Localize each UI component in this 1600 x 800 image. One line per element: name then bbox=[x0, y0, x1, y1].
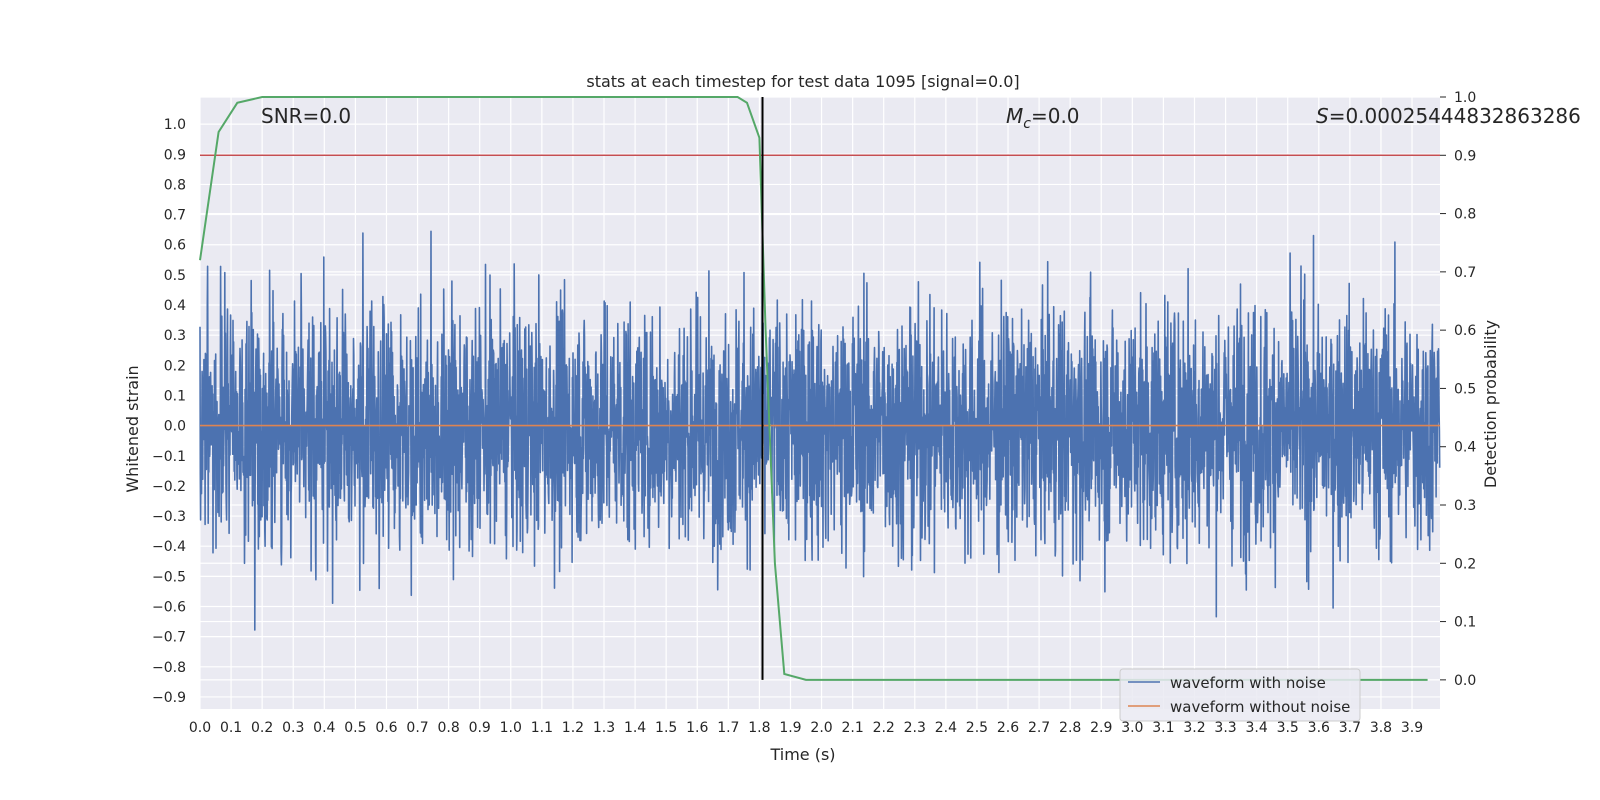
x-tick-label-7: 0.7 bbox=[406, 720, 428, 736]
x-tick-label-37: 3.7 bbox=[1339, 720, 1361, 736]
y2-tick-label-8: 0.2 bbox=[1454, 556, 1476, 572]
x-tick-label-3: 0.3 bbox=[282, 720, 304, 736]
x-tick-label-17: 1.7 bbox=[717, 720, 739, 736]
x-tick-label-2: 0.2 bbox=[251, 720, 273, 736]
y-tick-label-2: 0.8 bbox=[164, 177, 186, 193]
x-tick-label-0: 0.0 bbox=[189, 720, 211, 736]
x-axis-label: Time (s) bbox=[769, 745, 835, 764]
x-tick-label-8: 0.8 bbox=[437, 720, 459, 736]
chirp-mass-annotation: Mc=0.0 bbox=[1006, 104, 1080, 132]
x-tick-label-26: 2.6 bbox=[997, 720, 1019, 736]
x-tick-label-25: 2.5 bbox=[966, 720, 988, 736]
x-tick-label-33: 3.3 bbox=[1214, 720, 1236, 736]
y2-tick-label-6: 0.4 bbox=[1454, 440, 1476, 456]
legend: waveform with noise waveform without noi… bbox=[1119, 668, 1361, 722]
legend-label-clean: waveform without noise bbox=[1170, 698, 1350, 716]
x-tick-label-10: 1.0 bbox=[500, 720, 522, 736]
y-tick-label-0: 1.0 bbox=[164, 117, 186, 133]
x-tick-label-4: 0.4 bbox=[313, 720, 335, 736]
x-tick-label-20: 2.0 bbox=[810, 720, 832, 736]
x-tick-label-30: 3.0 bbox=[1121, 720, 1143, 736]
y-axis-ticks: 1.0 0.9 0.8 0.7 0.6 0.5 0.4 0.3 0.2 0.1 0.0 −0.1 −0.… bbox=[152, 117, 186, 706]
x-tick-label-13: 1.3 bbox=[593, 720, 615, 736]
x-tick-label-24: 2.4 bbox=[935, 720, 957, 736]
x-tick-label-39: 3.9 bbox=[1401, 720, 1423, 736]
x-tick-label-15: 1.5 bbox=[655, 720, 677, 736]
x-tick-label-16: 1.6 bbox=[686, 720, 708, 736]
y-tick-label-14: −0.4 bbox=[152, 539, 186, 555]
y-tick-label-13: −0.3 bbox=[152, 509, 186, 525]
x-tick-label-35: 3.5 bbox=[1277, 720, 1299, 736]
y-tick-label-7: 0.3 bbox=[164, 328, 186, 344]
y2-tick-label-1: 0.9 bbox=[1454, 148, 1476, 164]
series-detection-probability-line bbox=[199, 96, 1428, 681]
y2-tick-label-4: 0.6 bbox=[1454, 323, 1476, 339]
legend-label-noisy: waveform with noise bbox=[1170, 674, 1326, 692]
legend-box bbox=[1119, 668, 1361, 722]
series-waveform-with-noise-line bbox=[199, 230, 1441, 631]
x-tick-label-23: 2.3 bbox=[904, 720, 926, 736]
x-tick-label-34: 3.4 bbox=[1246, 720, 1268, 736]
x-tick-label-6: 0.6 bbox=[375, 720, 397, 736]
x-tick-label-22: 2.2 bbox=[873, 720, 895, 736]
chart-title: stats at each timestep for test data 109… bbox=[586, 72, 1019, 91]
y-tick-label-19: −0.9 bbox=[152, 690, 186, 706]
y-tick-label-17: −0.7 bbox=[152, 630, 186, 646]
y-tick-label-6: 0.4 bbox=[164, 298, 186, 314]
y2-tick-label-0: 1.0 bbox=[1454, 90, 1476, 106]
x-tick-label-11: 1.1 bbox=[531, 720, 553, 736]
y-tick-label-1: 0.9 bbox=[164, 147, 186, 163]
y-tick-label-9: 0.1 bbox=[164, 388, 186, 404]
y-tick-label-16: −0.6 bbox=[152, 599, 186, 615]
y-tick-label-10: 0.0 bbox=[164, 419, 186, 435]
y-tick-label-5: 0.5 bbox=[164, 268, 186, 284]
y-tick-label-4: 0.6 bbox=[164, 238, 186, 254]
x-tick-label-18: 1.8 bbox=[748, 720, 770, 736]
x-tick-label-19: 1.9 bbox=[779, 720, 801, 736]
y2-axis-ticks: 1.0 0.9 0.8 0.7 0.6 0.5 0.4 0.3 0.2 0.1 0.0 bbox=[1440, 90, 1476, 689]
snr-annotation: SNR=0.0 bbox=[261, 104, 351, 128]
x-tick-label-28: 2.8 bbox=[1059, 720, 1081, 736]
y2-tick-label-2: 0.8 bbox=[1454, 207, 1476, 223]
chirp-mass-subscript: c bbox=[1023, 116, 1031, 132]
x-tick-label-32: 3.2 bbox=[1183, 720, 1205, 736]
y2-tick-label-7: 0.3 bbox=[1454, 498, 1476, 514]
y-tick-label-11: −0.1 bbox=[152, 449, 186, 465]
score-value: =0.00025444832863286 bbox=[1329, 104, 1581, 128]
y2-tick-label-5: 0.5 bbox=[1454, 381, 1476, 397]
y2-tick-label-3: 0.7 bbox=[1454, 265, 1476, 281]
chirp-mass-value: =0.0 bbox=[1031, 104, 1080, 128]
x-tick-label-5: 0.5 bbox=[344, 720, 366, 736]
y-tick-label-8: 0.2 bbox=[164, 358, 186, 374]
y-axis-label: Whitened strain bbox=[123, 365, 142, 492]
overlay-lines bbox=[199, 96, 1440, 681]
x-tick-label-12: 1.2 bbox=[562, 720, 584, 736]
x-tick-label-21: 2.1 bbox=[841, 720, 863, 736]
y2-tick-label-9: 0.1 bbox=[1454, 615, 1476, 631]
y-tick-label-15: −0.5 bbox=[152, 569, 186, 585]
score-symbol: S bbox=[1316, 104, 1329, 128]
x-tick-label-36: 3.6 bbox=[1308, 720, 1330, 736]
y2-axis-label: Detection probability bbox=[1481, 320, 1500, 488]
y2-tick-label-10: 0.0 bbox=[1454, 673, 1476, 689]
x-tick-label-14: 1.4 bbox=[624, 720, 646, 736]
x-tick-label-29: 2.9 bbox=[1090, 720, 1112, 736]
x-tick-label-9: 0.9 bbox=[469, 720, 491, 736]
chirp-mass-symbol: M bbox=[1006, 104, 1023, 128]
y-tick-label-3: 0.7 bbox=[164, 208, 186, 224]
score-annotation: S=0.00025444832863286 bbox=[1316, 104, 1581, 128]
x-tick-label-38: 3.8 bbox=[1370, 720, 1392, 736]
x-axis-ticks: 0.0 0.1 0.2 0.3 0.4 0.5 0.6 0.7 0.8 0.9 1.0 1.1 1.2 1… bbox=[189, 720, 1423, 736]
series-waveform-with-noise bbox=[199, 230, 1441, 631]
x-tick-label-31: 3.1 bbox=[1152, 720, 1174, 736]
x-tick-label-1: 0.1 bbox=[220, 720, 242, 736]
y-tick-label-12: −0.2 bbox=[152, 479, 186, 495]
y-tick-label-18: −0.8 bbox=[152, 660, 186, 676]
x-tick-label-27: 2.7 bbox=[1028, 720, 1050, 736]
